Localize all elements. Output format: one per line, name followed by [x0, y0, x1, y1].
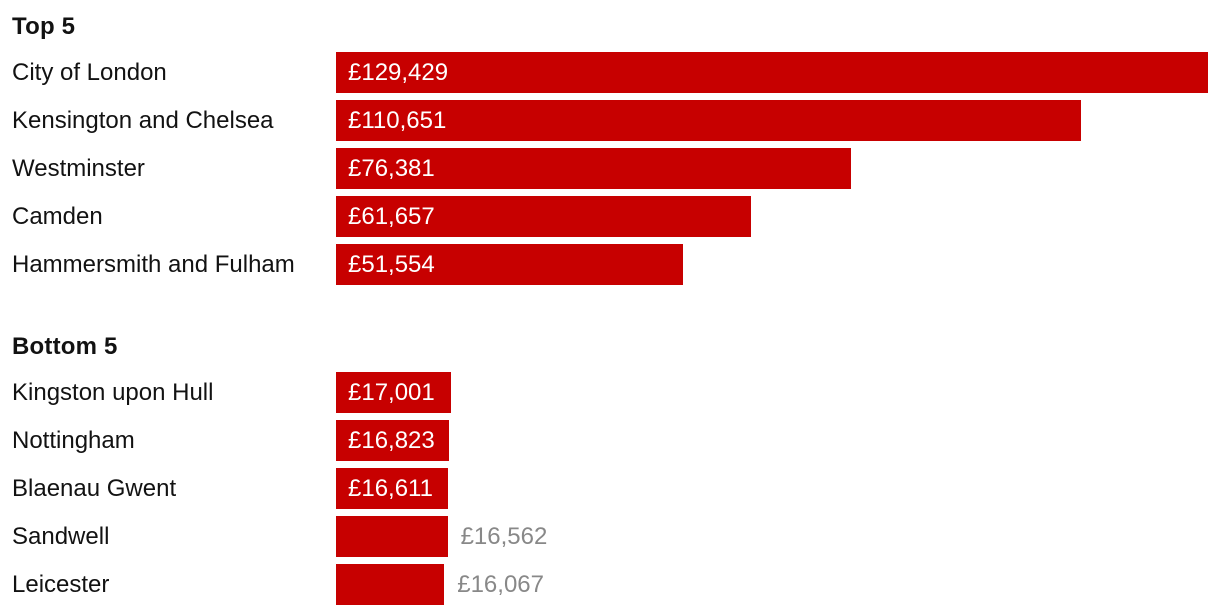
row-label: Hammersmith and Fulham — [12, 250, 295, 278]
bar-value: £16,067 — [457, 570, 544, 598]
bar-value: £16,823 — [348, 426, 435, 454]
bar-track: £61,657 — [336, 196, 1208, 237]
bar-track: £129,429 — [336, 52, 1208, 93]
bar-track: £17,001 — [336, 372, 1208, 413]
chart-row-hammersmith-and-fulham: Hammersmith and Fulham £51,554 — [0, 244, 1220, 285]
bar-value: £61,657 — [348, 202, 435, 230]
chart-row-nottingham: Nottingham £16,823 — [0, 420, 1220, 461]
bar-value: £110,651 — [348, 106, 447, 134]
chart-row-camden: Camden £61,657 — [0, 196, 1220, 237]
bar-track: £16,067 — [336, 564, 1208, 605]
bar: £129,429 — [336, 52, 1208, 93]
bar-track: £16,562 — [336, 516, 1208, 557]
row-label: Nottingham — [12, 426, 135, 454]
section-title-top5: Top 5 — [12, 13, 76, 40]
row-label: Sandwell — [12, 522, 110, 550]
bar-value: £51,554 — [348, 250, 435, 278]
bar: £17,001 — [336, 372, 451, 413]
chart-row-city-of-london: City of London £129,429 — [0, 52, 1220, 93]
chart-row-kingston-upon-hull: Kingston upon Hull £17,001 — [0, 372, 1220, 413]
bar: £16,823 — [336, 420, 450, 461]
bar-value: £129,429 — [348, 58, 449, 86]
row-label: Camden — [12, 202, 103, 230]
bar — [336, 564, 445, 605]
bar-track: £16,611 — [336, 468, 1208, 509]
chart-row-westminster: Westminster £76,381 — [0, 148, 1220, 189]
bar: £51,554 — [336, 244, 684, 285]
bar-value: £16,562 — [460, 522, 548, 550]
chart-row-sandwell: Sandwell £16,562 — [0, 516, 1220, 557]
row-label: Blaenau Gwent — [12, 474, 177, 502]
row-label: Kingston upon Hull — [12, 378, 214, 406]
chart-row-blaenau-gwent: Blaenau Gwent £16,611 — [0, 468, 1220, 509]
row-label: Leicester — [12, 570, 110, 598]
bar: £110,651 — [336, 100, 1082, 141]
bar-track: £16,823 — [336, 420, 1208, 461]
bar-track: £51,554 — [336, 244, 1208, 285]
bar-value: £17,001 — [348, 378, 435, 406]
chart-row-kensington-and-chelsea: Kensington and Chelsea £110,651 — [0, 100, 1220, 141]
row-label: City of London — [12, 58, 167, 86]
section-gap — [0, 292, 1220, 332]
bar — [336, 516, 448, 557]
section-title-bottom5: Bottom 5 — [12, 333, 118, 360]
row-label: Kensington and Chelsea — [12, 106, 274, 134]
row-label: Westminster — [12, 154, 145, 182]
bar: £16,611 — [336, 468, 448, 509]
bar-track: £110,651 — [336, 100, 1208, 141]
bar-value: £16,611 — [348, 474, 433, 502]
chart-row-leicester: Leicester £16,067 — [0, 564, 1220, 605]
bar: £61,657 — [336, 196, 752, 237]
bar-track: £76,381 — [336, 148, 1208, 189]
bar: £76,381 — [336, 148, 851, 189]
bar-value: £76,381 — [348, 154, 435, 182]
